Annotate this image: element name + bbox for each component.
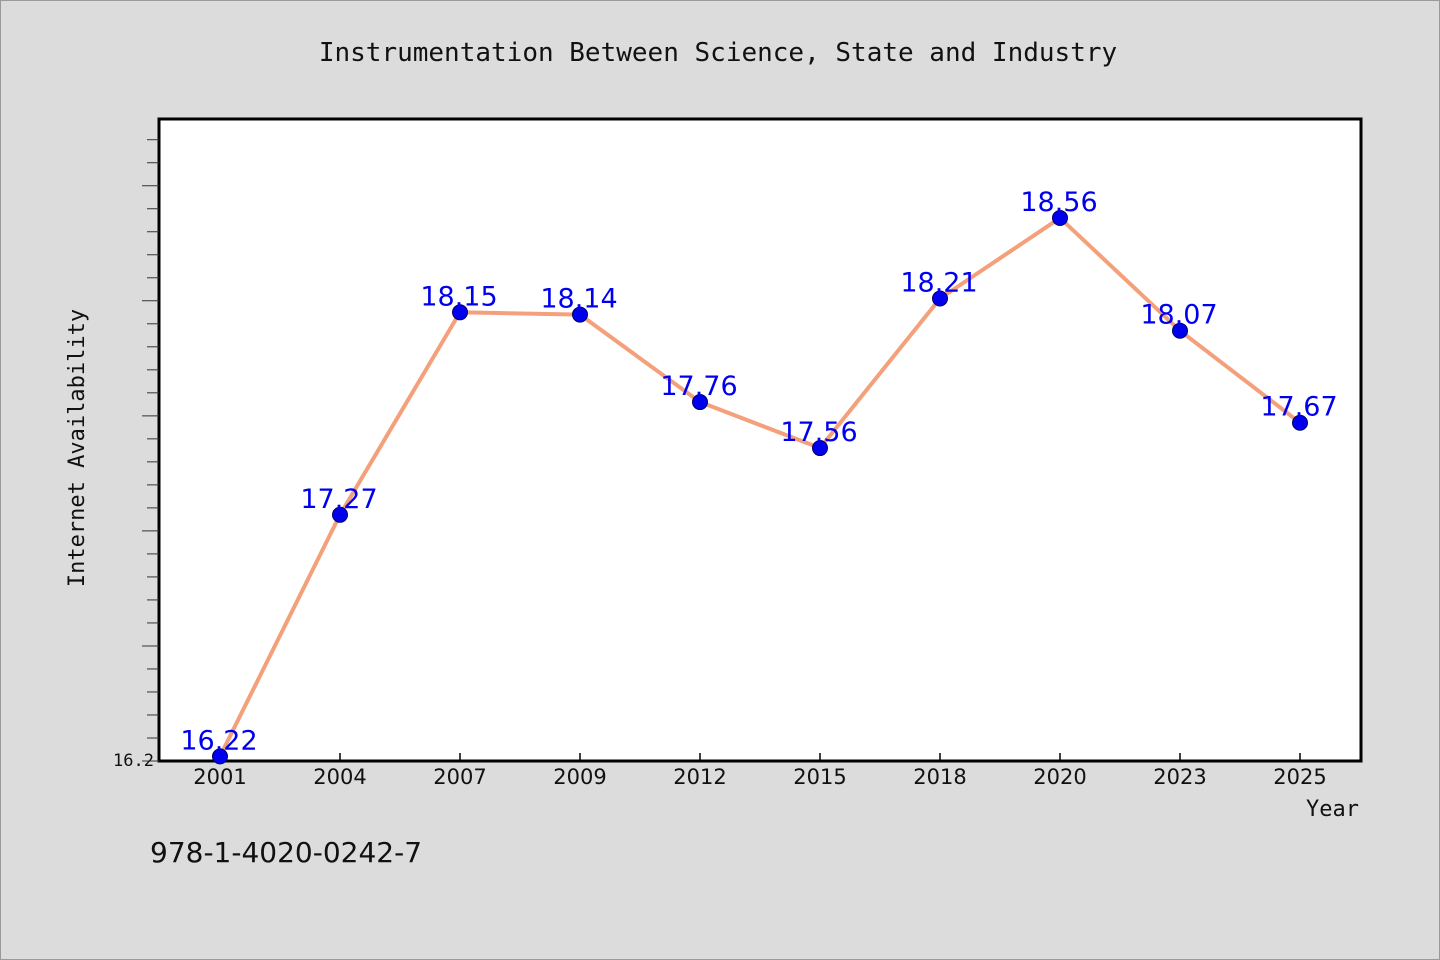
- data-point-marker: [1172, 322, 1188, 339]
- data-label: 17.56: [780, 417, 857, 448]
- data-point-marker: [332, 506, 348, 523]
- data-point-marker: [692, 394, 708, 411]
- x-tick-label: 2009: [553, 765, 606, 789]
- x-axis-label: Year: [1306, 797, 1359, 822]
- x-tick-label: 2015: [793, 765, 846, 789]
- data-label: 17.27: [300, 484, 377, 515]
- y-axis-minor-ticks: [142, 139, 159, 762]
- x-tick-label: 2023: [1153, 765, 1206, 789]
- series-layer: 16.22 17.27 18.15 18.14 17.76 17.56 18.21 18.56…: [180, 187, 1338, 765]
- data-label: 18.56: [1020, 187, 1097, 218]
- data-label: 17.76: [660, 371, 737, 402]
- data-label: 18.15: [420, 281, 497, 312]
- x-tick-label: 2020: [1033, 765, 1086, 789]
- series-line: [218, 215, 1302, 759]
- x-tick-label: 2012: [673, 765, 726, 789]
- data-label: 16.22: [180, 725, 257, 756]
- data-label: 17.67: [1260, 392, 1337, 423]
- y-tick-label: 16.2: [113, 751, 154, 771]
- x-tick-label: 2001: [193, 765, 246, 789]
- y-axis-tick-labels: 16.2: [113, 751, 154, 771]
- x-tick-label: 2004: [313, 765, 366, 789]
- x-tick-label: 2025: [1273, 765, 1326, 789]
- chart-title: Instrumentation Between Science, State a…: [319, 38, 1117, 68]
- data-label: 18.07: [1140, 300, 1217, 331]
- data-point-marker: [1292, 414, 1308, 431]
- plot-area: [157, 117, 1363, 763]
- footer-isbn-text: 978-1-4020-0242-7: [150, 836, 422, 869]
- y-axis-label: Internet Availability: [65, 309, 90, 587]
- x-axis-tick-labels: 2001 2004 2007 2009 2012 2015 2018 2020 2023 2025: [193, 765, 1326, 789]
- data-point-marker: [212, 748, 228, 765]
- data-label: 18.21: [900, 267, 977, 298]
- data-point-marker: [452, 304, 468, 321]
- x-tick-label: 2018: [913, 765, 966, 789]
- data-point-marker: [572, 306, 588, 323]
- data-point-marker: [1052, 209, 1068, 226]
- data-point-marker: [812, 440, 828, 457]
- x-tick-label: 2007: [433, 765, 486, 789]
- data-point-marker: [932, 290, 948, 307]
- data-label: 18.14: [540, 284, 617, 315]
